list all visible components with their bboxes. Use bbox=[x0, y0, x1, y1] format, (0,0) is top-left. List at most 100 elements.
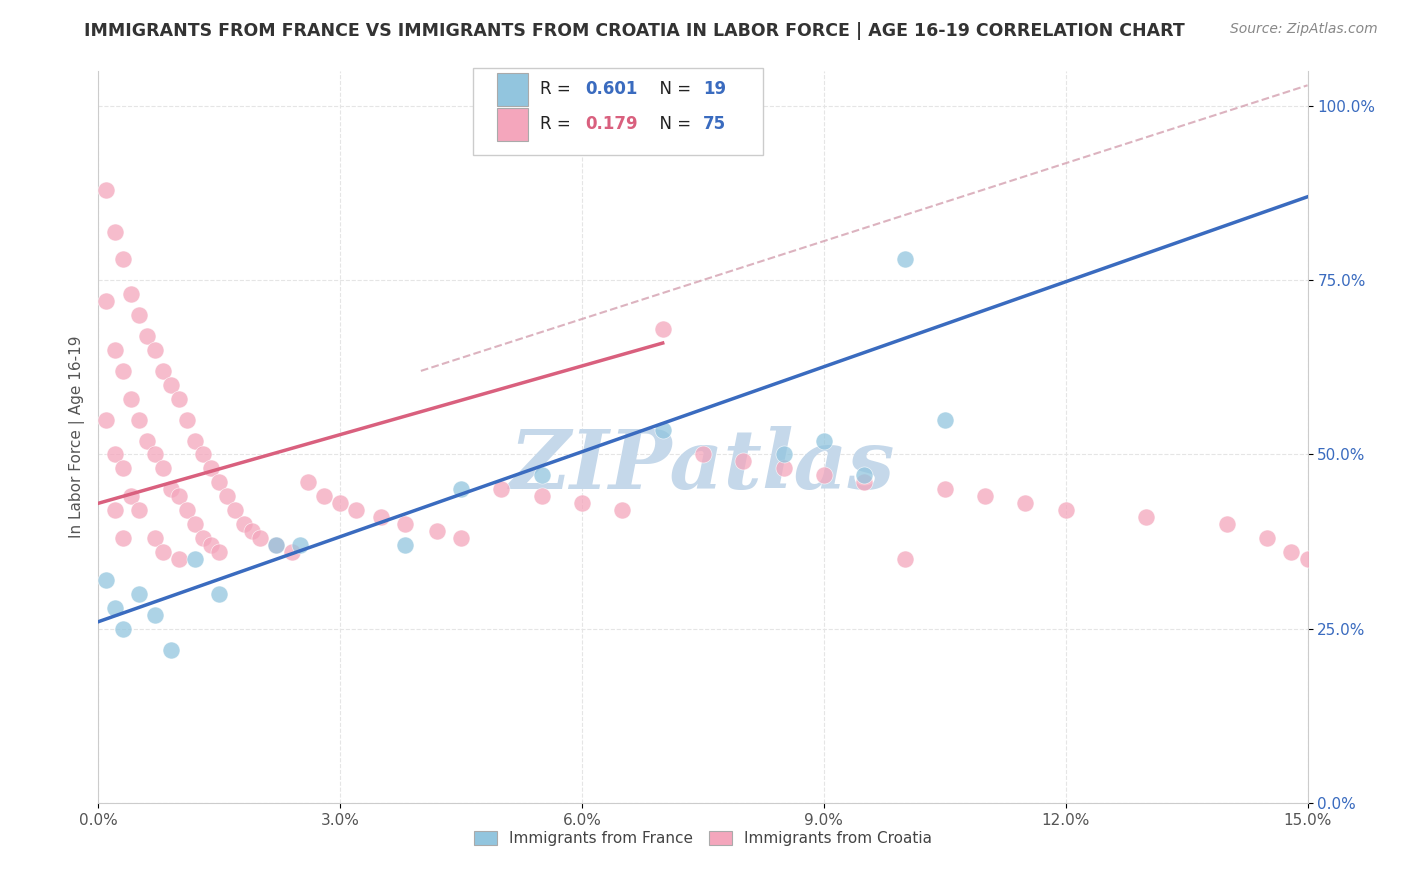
Point bbox=[733, 454, 755, 468]
Point bbox=[651, 423, 673, 437]
Point bbox=[120, 287, 142, 301]
Point bbox=[96, 412, 118, 426]
Point bbox=[143, 607, 166, 622]
Point bbox=[103, 600, 125, 615]
Point bbox=[128, 308, 150, 322]
Point bbox=[853, 475, 876, 490]
Point bbox=[160, 483, 183, 497]
Point bbox=[160, 642, 183, 657]
Point bbox=[184, 434, 207, 448]
Point bbox=[314, 489, 336, 503]
Point bbox=[143, 531, 166, 545]
Point bbox=[571, 496, 593, 510]
Point bbox=[240, 524, 263, 538]
Point bbox=[167, 489, 190, 503]
Point bbox=[111, 531, 134, 545]
Text: R =: R = bbox=[540, 80, 576, 98]
Text: R =: R = bbox=[540, 115, 576, 134]
Point bbox=[184, 552, 207, 566]
Point bbox=[370, 510, 392, 524]
FancyBboxPatch shape bbox=[498, 108, 527, 141]
Point bbox=[96, 294, 118, 309]
Point bbox=[1054, 503, 1077, 517]
Point bbox=[1014, 496, 1036, 510]
FancyBboxPatch shape bbox=[498, 73, 527, 106]
Point bbox=[152, 545, 174, 559]
Point bbox=[1296, 552, 1319, 566]
Point bbox=[217, 489, 239, 503]
Point bbox=[193, 531, 215, 545]
Point bbox=[200, 461, 222, 475]
Y-axis label: In Labor Force | Age 16-19: In Labor Force | Age 16-19 bbox=[69, 335, 84, 539]
Point bbox=[96, 573, 118, 587]
Point bbox=[853, 468, 876, 483]
Point bbox=[651, 322, 673, 336]
Point bbox=[103, 503, 125, 517]
Point bbox=[264, 538, 287, 552]
Point bbox=[120, 489, 142, 503]
Point bbox=[934, 412, 956, 426]
Point bbox=[934, 483, 956, 497]
Point bbox=[176, 503, 198, 517]
Point bbox=[143, 343, 166, 357]
Point bbox=[394, 517, 416, 532]
Point bbox=[120, 392, 142, 406]
Point bbox=[103, 225, 125, 239]
Text: 75: 75 bbox=[703, 115, 725, 134]
Point bbox=[772, 448, 794, 462]
Point bbox=[128, 412, 150, 426]
Point bbox=[128, 503, 150, 517]
Point bbox=[208, 545, 231, 559]
Point bbox=[1216, 517, 1239, 532]
Text: Source: ZipAtlas.com: Source: ZipAtlas.com bbox=[1230, 22, 1378, 37]
Point bbox=[450, 531, 472, 545]
Point bbox=[103, 343, 125, 357]
Point bbox=[200, 538, 222, 552]
Text: ZIPatlas: ZIPatlas bbox=[510, 426, 896, 507]
Text: 19: 19 bbox=[703, 80, 725, 98]
Point bbox=[167, 392, 190, 406]
Point bbox=[111, 622, 134, 636]
Point bbox=[160, 377, 183, 392]
Point bbox=[143, 448, 166, 462]
Text: 0.179: 0.179 bbox=[586, 115, 638, 134]
Point bbox=[426, 524, 449, 538]
Point bbox=[344, 503, 367, 517]
Point bbox=[135, 329, 157, 343]
Point bbox=[152, 461, 174, 475]
Point bbox=[96, 183, 118, 197]
Point bbox=[232, 517, 254, 532]
Point bbox=[530, 468, 553, 483]
Point bbox=[491, 483, 513, 497]
Point bbox=[813, 468, 835, 483]
Point bbox=[1256, 531, 1278, 545]
Point bbox=[152, 364, 174, 378]
Text: N =: N = bbox=[648, 115, 696, 134]
Point bbox=[692, 448, 714, 462]
Point bbox=[450, 483, 472, 497]
Point bbox=[329, 496, 352, 510]
Point bbox=[208, 587, 231, 601]
Point bbox=[167, 552, 190, 566]
Point bbox=[813, 434, 835, 448]
Point bbox=[772, 461, 794, 475]
Point bbox=[530, 489, 553, 503]
Point bbox=[111, 252, 134, 267]
Text: IMMIGRANTS FROM FRANCE VS IMMIGRANTS FROM CROATIA IN LABOR FORCE | AGE 16-19 COR: IMMIGRANTS FROM FRANCE VS IMMIGRANTS FRO… bbox=[84, 22, 1185, 40]
Point bbox=[394, 538, 416, 552]
Point bbox=[224, 503, 246, 517]
Point bbox=[893, 552, 915, 566]
Point bbox=[111, 461, 134, 475]
Text: N =: N = bbox=[648, 80, 696, 98]
Point bbox=[208, 475, 231, 490]
Point bbox=[103, 448, 125, 462]
Point bbox=[281, 545, 304, 559]
Point bbox=[297, 475, 319, 490]
Point bbox=[974, 489, 997, 503]
FancyBboxPatch shape bbox=[474, 68, 763, 155]
Point bbox=[184, 517, 207, 532]
Point bbox=[288, 538, 311, 552]
Point bbox=[1281, 545, 1303, 559]
Point bbox=[249, 531, 271, 545]
Point bbox=[193, 448, 215, 462]
